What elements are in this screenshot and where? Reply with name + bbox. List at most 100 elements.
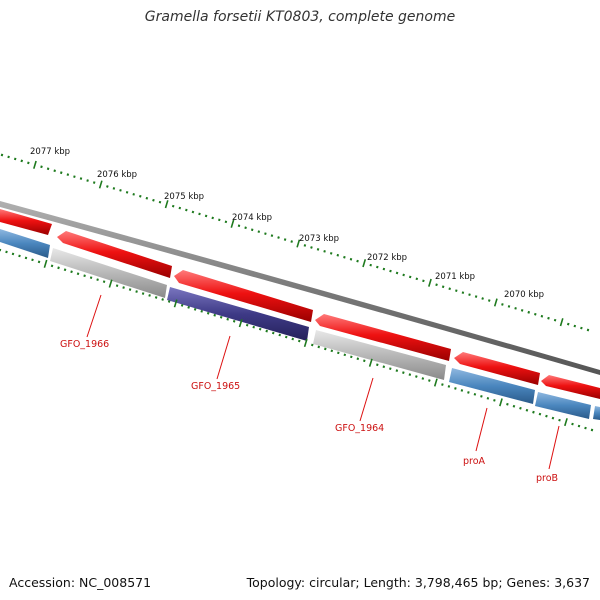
outer-tick-mark: [487, 299, 491, 302]
inner-tick-mark: [350, 355, 353, 359]
inner-tick-mark: [83, 274, 86, 278]
inner-tick-mark: [180, 303, 184, 307]
reverse-gene-bar[interactable]: [313, 330, 446, 380]
outer-tick-mark: [362, 259, 367, 268]
outer-tick-mark: [53, 169, 56, 173]
outer-tick-mark: [402, 273, 405, 277]
inner-tick-mark: [368, 358, 373, 367]
outer-tick-mark: [145, 196, 149, 200]
inner-tick-mark: [303, 338, 308, 348]
inner-tick-mark: [154, 296, 158, 299]
inner-tick-mark: [219, 315, 223, 319]
outer-tick-mark: [461, 291, 465, 294]
reverse-gene-bar[interactable]: [0, 229, 50, 258]
inner-tick-mark: [37, 260, 41, 264]
outer-tick-mark: [520, 308, 524, 312]
outer-tick-mark: [441, 285, 445, 289]
outer-tick-mark: [547, 316, 550, 320]
inner-tick-mark: [395, 369, 399, 373]
outer-tick-mark: [540, 314, 544, 318]
inner-tick-mark: [545, 414, 548, 418]
accession-label: Accession: NC_008571: [9, 575, 152, 590]
outer-tick-mark: [395, 271, 399, 275]
inner-tick-mark: [238, 319, 243, 328]
inner-tick-mark: [11, 252, 15, 256]
gene-label-gfo-1965[interactable]: GFO_1965: [191, 381, 240, 392]
reverse-gene-bar[interactable]: [449, 368, 535, 404]
outer-tick-mark: [448, 287, 451, 291]
outer-tick-mark: [86, 179, 89, 182]
outer-tick-mark: [336, 253, 340, 257]
outer-tick-mark: [204, 214, 208, 218]
outer-tick-mark: [191, 210, 195, 214]
forward-gene-arrow[interactable]: [315, 314, 451, 361]
inner-tick-mark: [402, 371, 405, 375]
outer-tick-mark: [119, 189, 122, 192]
outer-tick-mark: [369, 263, 372, 267]
inner-tick-mark: [141, 292, 145, 295]
outer-tick-mark: [349, 257, 353, 261]
genome-backbone: [0, 201, 600, 375]
scale-ticks-inner: [0, 248, 594, 432]
reverse-gene-bar[interactable]: [167, 287, 309, 341]
outer-tick-mark: [237, 224, 241, 228]
inner-tick-mark: [525, 408, 529, 412]
forward-gene-arrow[interactable]: [541, 375, 600, 399]
outer-tick-mark: [20, 159, 24, 163]
inner-tick-mark: [226, 317, 229, 321]
kbp-label-2075: 2075 kbp: [164, 192, 204, 202]
inner-tick-mark: [122, 286, 125, 289]
gene-label-prob[interactable]: proB: [536, 473, 558, 484]
forward-gene-arrow[interactable]: [57, 231, 172, 278]
outer-tick-mark: [230, 219, 235, 228]
inner-tick-mark: [135, 290, 138, 293]
inner-tick-mark: [24, 256, 28, 260]
forward-gene-arrow[interactable]: [174, 270, 313, 322]
inner-tick-mark: [18, 254, 21, 258]
outer-tick-mark: [13, 157, 17, 161]
inner-tick-mark: [31, 258, 34, 262]
forward-gene-arrow[interactable]: [0, 209, 52, 235]
kbp-label-2072: 2072 kbp: [367, 253, 407, 263]
inner-tick-mark: [343, 353, 347, 357]
outer-tick-mark: [106, 185, 109, 188]
outer-tick-mark: [178, 206, 182, 210]
reverse-gene-bar[interactable]: [535, 392, 591, 419]
outer-tick-mark: [224, 220, 228, 224]
gene-label-gfo-1966[interactable]: GFO_1966: [60, 339, 109, 350]
outer-tick-mark: [270, 234, 274, 238]
inner-tick-mark: [408, 373, 412, 377]
inner-tick-mark: [76, 272, 80, 276]
inner-tick-mark: [571, 422, 574, 426]
outer-tick-mark: [310, 246, 313, 249]
inner-tick-mark: [389, 367, 392, 370]
outer-tick-mark: [132, 193, 135, 196]
gene-label-gfo-1964[interactable]: GFO_1964: [335, 423, 384, 434]
inner-tick-mark: [337, 351, 340, 355]
inner-tick-mark: [187, 305, 190, 309]
outer-tick-mark: [382, 267, 386, 271]
leader-line-gfo-1964: [359, 377, 374, 422]
outer-tick-mark: [264, 232, 267, 235]
outer-tick-mark: [455, 289, 458, 292]
outer-tick-mark: [474, 295, 478, 298]
inner-tick-mark: [193, 307, 197, 311]
inner-tick-mark: [108, 279, 113, 288]
inner-tick-mark: [271, 331, 275, 335]
forward-gene-arrow[interactable]: [454, 352, 540, 385]
outer-tick-mark: [586, 328, 590, 332]
outer-tick-mark: [66, 173, 70, 177]
inner-tick-mark: [454, 387, 457, 390]
inner-tick-mark: [258, 327, 262, 331]
outer-tick-mark: [553, 318, 557, 322]
inner-tick-mark: [433, 378, 438, 387]
inner-tick-mark: [330, 349, 334, 353]
inner-tick-mark: [96, 278, 99, 281]
inner-tick-mark: [558, 418, 561, 422]
outer-tick-mark: [303, 244, 307, 247]
reverse-gene-bar[interactable]: [50, 248, 167, 298]
reverse-gene-bar[interactable]: [593, 406, 600, 420]
gene-label-proa[interactable]: proA: [463, 456, 486, 467]
inner-tick-mark: [382, 365, 386, 369]
outer-tick-mark: [250, 228, 254, 232]
